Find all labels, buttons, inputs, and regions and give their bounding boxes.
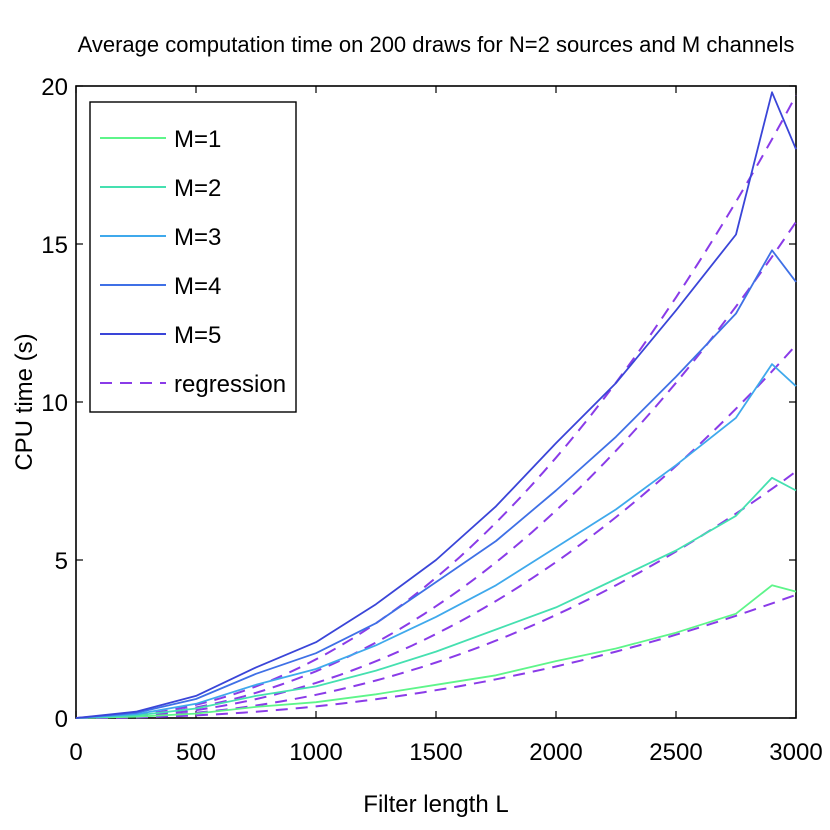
regression-line [75,221,797,719]
legend-label: M=1 [174,126,221,153]
legend-label: M=5 [174,322,221,349]
regression-line [76,593,797,719]
y-axis-label: CPU time (s) [11,333,38,470]
series-line-m1 [75,584,797,719]
regression-line [75,95,797,719]
x-tick-label: 2500 [649,739,702,766]
x-tick-label: 2000 [529,739,582,766]
legend-label: regression [174,371,286,398]
series-line-m3 [75,363,797,719]
y-tick-label: 0 [55,706,68,733]
y-tick-label: 5 [55,548,68,575]
chart-title: Average computation time on 200 draws fo… [78,32,795,57]
series-line-m4 [75,249,797,719]
legend: M=1 M=2 M=3 M=4 M=5 regression [89,101,297,413]
x-tick-label: 1000 [289,739,342,766]
legend-label: M=4 [174,273,221,300]
x-tick-label: 3000 [769,739,822,766]
x-tick-label: 1500 [409,739,462,766]
y-tick-label: 15 [41,232,68,259]
axis-ticks: 0 500 1000 1500 2000 2500 3000 0 5 10 15 20 [41,74,822,766]
x-tick-label: 0 [69,739,82,766]
series-lines [75,91,797,719]
legend-box [89,101,297,413]
series-line-m2 [75,476,797,719]
x-tick-label: 500 [176,739,216,766]
legend-label: M=3 [174,224,221,251]
y-tick-label: 10 [41,390,68,417]
y-tick-label: 20 [41,74,68,101]
x-axis-label: Filter length L [363,791,508,818]
series-line-m5 [75,91,797,719]
legend-label: M=2 [174,175,221,202]
